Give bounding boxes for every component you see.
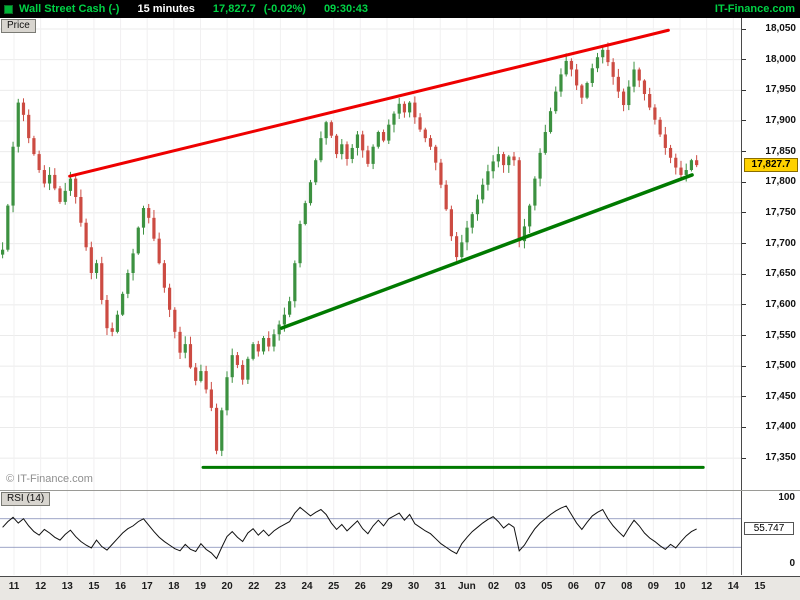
price-axis-label: 17,700 [765,237,796,249]
rsi-line [2,505,697,560]
price-panel-tab[interactable]: Price [1,19,36,33]
price-axis-label: 17,800 [765,176,796,188]
time-axis-label: 03 [514,581,526,592]
time-axis-label: 23 [274,581,286,592]
time-axis-label: 14 [727,581,739,592]
price-axis-label: 17,950 [765,84,796,96]
price-axis-label: 17,900 [765,114,796,126]
axis-tick [742,28,746,30]
price-axis-label: 17,450 [765,390,796,402]
price-axis-label: 17,500 [765,360,796,372]
chart-watermark: © IT-Finance.com [6,473,93,485]
time-axis-label: 31 [434,581,446,592]
axis-tick [742,181,746,183]
time-axis-label: 25 [328,581,340,592]
price-axis-label: 17,550 [765,329,796,341]
price-axis-label: 17,850 [765,145,796,157]
time-axis-label: 12 [35,581,47,592]
rsi-min-label: 0 [789,558,795,569]
axis-tick [742,426,746,428]
axis-tick [742,457,746,459]
axis-tick [742,365,746,367]
quote-time: 09:30:43 [323,3,368,15]
last-quote: 17,827.7 [212,3,256,15]
rsi-grid-layer [0,491,741,575]
axis-tick [742,243,746,245]
time-axis-label: 12 [701,581,713,592]
axis-tick [742,396,746,398]
time-axis-label: 17 [141,581,153,592]
rsi-axis[interactable]: 100 0 55.747 [741,491,800,575]
time-axis-label: 06 [567,581,579,592]
price-axis-label: 17,750 [765,206,796,218]
axis-tick [742,304,746,306]
brand-label: IT-Finance.com [714,3,795,15]
time-axis-label: 24 [301,581,313,592]
axis-tick [742,273,746,275]
axis-tick [742,89,746,91]
price-axis-label: 17,600 [765,298,796,310]
axis-tick [742,151,746,153]
time-axis-label: 08 [621,581,633,592]
time-axis-label: 15 [754,581,766,592]
grid-layer [0,18,741,490]
time-axis-label: 26 [354,581,366,592]
rsi-panel-tab[interactable]: RSI (14) [1,492,51,506]
candles-layer [1,42,699,457]
timeframe-label: 15 minutes [137,3,195,15]
panel-divider [0,490,800,491]
time-axis-label: 19 [194,581,207,592]
price-axis-label: 18,000 [765,53,796,65]
time-axis-label: 11 [8,581,20,592]
time-axis-label: 10 [674,581,686,592]
axis-tick [742,212,746,214]
time-axis-label: 15 [88,581,100,592]
instrument-name: Wall Street Cash (-) [19,3,120,15]
price-chart-canvas[interactable] [0,18,741,490]
time-axis-label: 29 [381,581,393,592]
rsi-value-badge: 55.747 [744,521,794,535]
time-axis-label: 05 [541,581,553,592]
axis-tick [742,120,746,122]
time-axis-label: 22 [248,581,260,592]
quote-change: (-0.02%) [263,3,306,15]
rsi-max-label: 100 [778,492,795,503]
price-axis-label: 17,400 [765,421,796,433]
time-axis[interactable]: 11 12 13 15 16 17 18 19 20 22 23 24 25 26 29 30 31 Jun 02 0… [0,576,800,600]
time-axis-label: 20 [221,581,233,592]
price-axis-label: 17,350 [765,452,796,464]
last-price-badge: 17,827.7 [744,158,798,173]
time-axis-label: 18 [168,581,180,592]
axis-tick [742,335,746,337]
time-axis-label: 13 [61,581,73,592]
time-axis-label: 02 [487,581,500,592]
price-axis-label: 17,650 [765,268,796,280]
time-axis-label: 07 [594,581,606,592]
instrument-status-icon [4,4,13,14]
time-axis-label: 30 [408,581,420,592]
rsi-chart-canvas[interactable] [0,491,741,575]
trendlines-layer[interactable] [68,28,705,469]
time-axis-label: 16 [114,581,127,592]
chart-header-bar: Wall Street Cash (-) 15 minutes 17,827.7… [0,0,800,18]
price-axis[interactable]: 18,050 18,000 17,950 17,900 17,850 17,800 17,7… [741,18,800,490]
price-axis-label: 18,050 [765,23,796,35]
axis-tick [742,59,746,61]
time-axis-label: 09 [647,581,659,592]
time-axis-label: Jun [457,581,476,592]
